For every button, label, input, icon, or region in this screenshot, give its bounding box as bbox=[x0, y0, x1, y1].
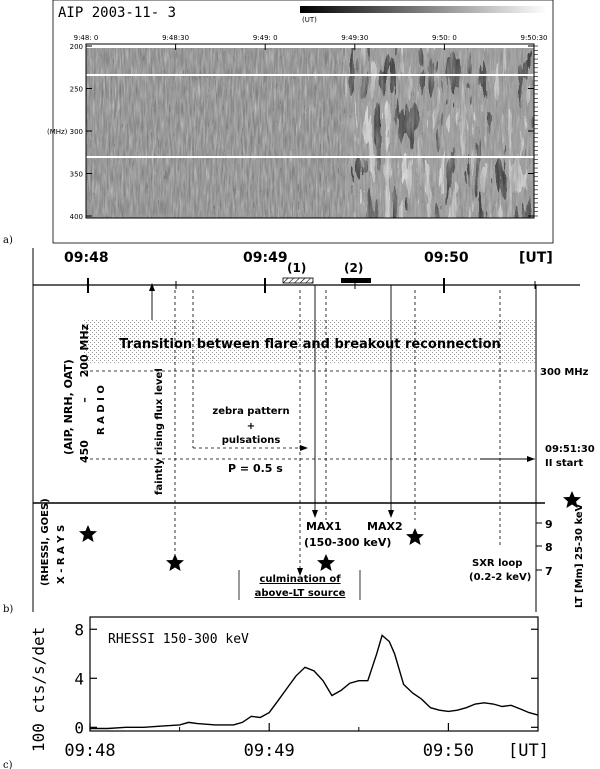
zebra-label: zebra pattern bbox=[212, 406, 289, 417]
transition-banner-text: Transition between flare and breakout re… bbox=[119, 337, 501, 352]
radio-axis-bottom: 450 bbox=[78, 440, 91, 463]
y-tick-label: 8 bbox=[74, 620, 84, 639]
sxr-range-label: (0.2-2 keV) bbox=[469, 572, 531, 583]
panel-c-plot-frame bbox=[89, 616, 539, 732]
panel-c: 100 cts/s/det RHESSI 150-300 keV 0 4 8 09:… bbox=[29, 616, 549, 761]
panel-a-freq-tick-label: 250 bbox=[70, 86, 83, 94]
event-lines bbox=[151, 285, 392, 516]
panel-c-title: RHESSI 150-300 keV bbox=[108, 632, 249, 647]
period-label: P = 0.5 s bbox=[228, 462, 283, 475]
lt-axis-ticks bbox=[536, 522, 542, 571]
panel-a-time-tick-label: 9:49: 0 bbox=[253, 34, 278, 42]
lt-axis-label: LT [Mm] 25-30 keV bbox=[574, 503, 585, 608]
flux-level-label: faintly rising flux level bbox=[154, 368, 165, 495]
lt-stars bbox=[79, 491, 581, 571]
x-tick-label: 09:48 bbox=[64, 741, 115, 761]
panel-a-label: a) bbox=[3, 235, 13, 246]
colorbar bbox=[300, 6, 547, 13]
y-tick-label: 0 bbox=[74, 718, 84, 737]
x-tick-label: 09:49 bbox=[244, 741, 295, 761]
panel-c-ylabel: 100 cts/s/det bbox=[29, 627, 48, 752]
radio-axis-top: 200 MHz bbox=[78, 324, 91, 377]
panel-a-time-tick-label: 9:50:30 bbox=[521, 34, 548, 42]
radio-axis-dash: – bbox=[78, 397, 91, 403]
interval-label-2: (2) bbox=[344, 261, 363, 275]
panel-b: 09:48 09:49 09:50 [UT] (1) (2) Transitio… bbox=[32, 248, 595, 612]
time-label-0949: 09:49 bbox=[243, 250, 288, 266]
panel-c-label: c) bbox=[3, 760, 13, 769]
colorbar-label: (UT) bbox=[302, 16, 317, 24]
panel-c-y-ticks: 0 4 8 bbox=[74, 620, 538, 737]
unit-label-ut: [UT] bbox=[519, 250, 553, 266]
panel-a-time-tick-label: 9:50: 0 bbox=[432, 34, 457, 42]
star-icon bbox=[79, 525, 97, 542]
culmination-label-1: culmination of bbox=[259, 574, 341, 585]
star-icon bbox=[406, 528, 424, 545]
pulsations-label: pulsations bbox=[222, 435, 281, 446]
panel-a-title: AIP 2003-11- 3 bbox=[58, 5, 176, 21]
dynamic-spectrum bbox=[86, 44, 534, 218]
culmination-box: culmination of above-LT source bbox=[238, 570, 361, 600]
plus-label: + bbox=[247, 421, 255, 432]
panel-c-x-ticks: 09:48 09:49 09:50 bbox=[64, 723, 474, 761]
lt-tick-8: 8 bbox=[545, 541, 553, 554]
event-arrowheads bbox=[149, 283, 394, 518]
lt-tick-7: 7 bbox=[545, 565, 553, 578]
culmination-label-2: above-LT source bbox=[255, 588, 346, 599]
time-label-0948: 09:48 bbox=[64, 250, 109, 266]
y-tick-label: 4 bbox=[74, 669, 84, 688]
star-icon bbox=[166, 554, 184, 571]
panel-a-time-tick-label: 9:48: 0 bbox=[74, 34, 99, 42]
panel-a-time-ticks: 9:48: 0 9:48:30 9:49: 0 9:49:30 9:50: 0 9:50:… bbox=[74, 34, 548, 50]
panel-a-freq-tick-label: 400 bbox=[70, 213, 83, 221]
ii-time-label: 09:51:30 bbox=[545, 444, 595, 455]
rhessi-series-line bbox=[90, 634, 539, 730]
panel-a-freq-ticks: 200 250 (MHz) 300 350 400 bbox=[47, 43, 538, 221]
transition-banner bbox=[84, 320, 536, 364]
interval-label-1: (1) bbox=[287, 261, 306, 275]
ii-start-arrowhead bbox=[527, 456, 535, 462]
culmination-arrowhead bbox=[297, 568, 303, 576]
zebra-arrowhead bbox=[300, 445, 308, 451]
xray-axis-source: (RHESSI, GOES) bbox=[40, 498, 51, 586]
interval-1-hatched bbox=[282, 277, 314, 284]
time-label-0950: 09:50 bbox=[424, 250, 469, 266]
panel-b-label: b) bbox=[3, 604, 13, 615]
panel-a-time-tick-label: 9:48:30 bbox=[162, 34, 189, 42]
x-tick-label: 09:50 bbox=[423, 741, 474, 761]
star-icon bbox=[563, 491, 581, 508]
panel-a-freq-tick-label: (MHz) 300 bbox=[47, 128, 83, 136]
radio-axis-source: (AIP, NRH, OAT) bbox=[62, 359, 75, 455]
freq-300-label: 300 MHz bbox=[540, 367, 589, 378]
max1-range-label: (150-300 keV) bbox=[304, 536, 391, 549]
panel-a-freq-tick-label: 350 bbox=[70, 171, 83, 179]
panel-c-xlabel: [UT] bbox=[508, 741, 549, 761]
sxr-loop-label: SXR loop bbox=[472, 558, 522, 569]
radio-axis-name: R A D I O bbox=[96, 385, 107, 435]
max2-label: MAX2 bbox=[367, 520, 403, 533]
panel-a: AIP 2003-11- 3 (UT) 9:48: 0 9:48:30 9:49: … bbox=[47, 0, 554, 244]
star-icon bbox=[317, 554, 335, 571]
interval-2-bar bbox=[341, 278, 371, 283]
panel-a-time-tick-label: 9:49:30 bbox=[341, 34, 368, 42]
max1-label: MAX1 bbox=[306, 520, 342, 533]
xray-axis-name: X - R A Y S bbox=[56, 525, 67, 584]
lt-tick-9: 9 bbox=[545, 518, 553, 531]
panel-a-freq-tick-label: 200 bbox=[70, 43, 83, 51]
ii-start-label: II start bbox=[545, 458, 583, 469]
